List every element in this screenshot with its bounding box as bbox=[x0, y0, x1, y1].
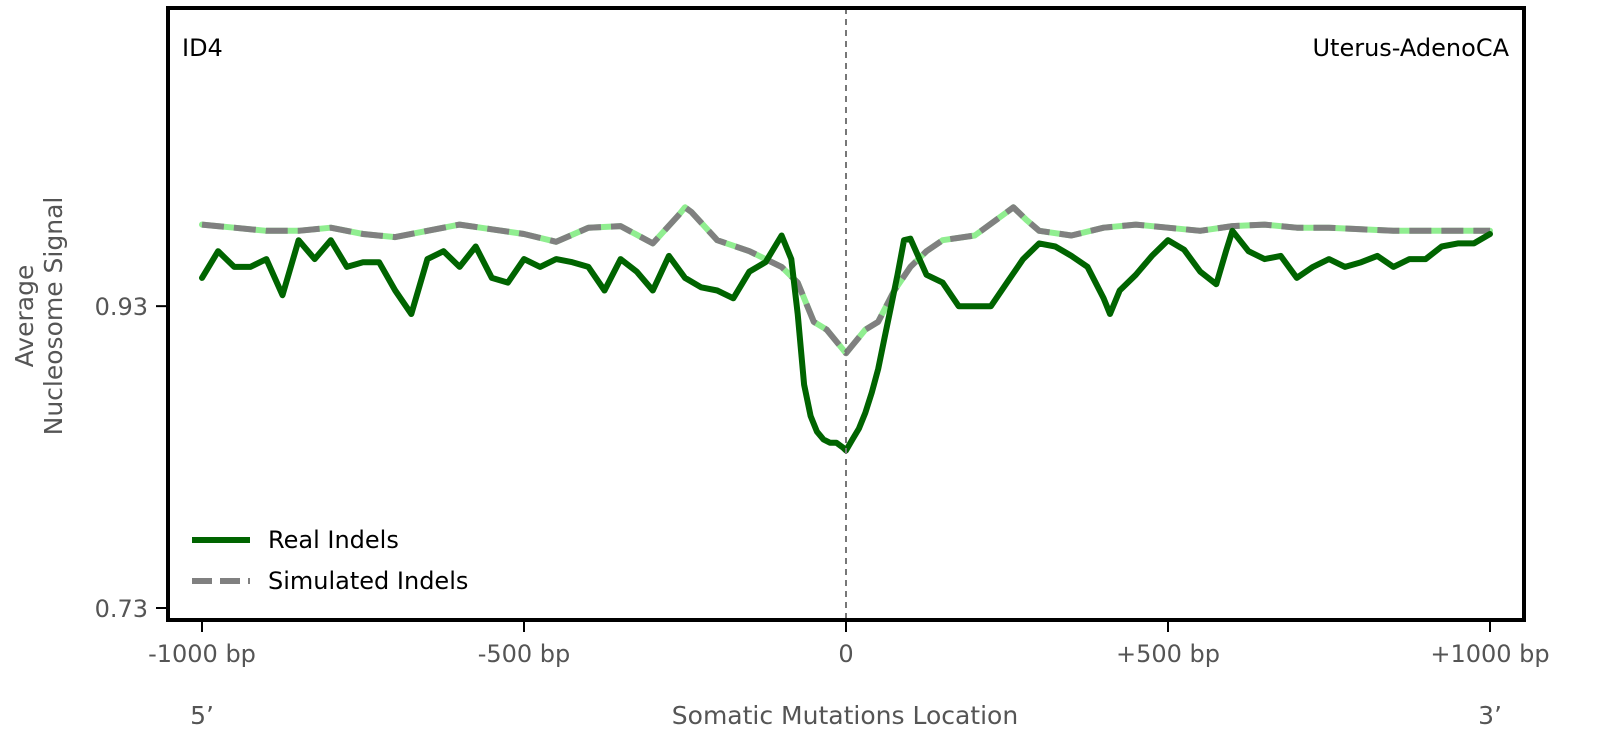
legend-simulated-label: Simulated Indels bbox=[268, 567, 468, 595]
series-simulated-line bbox=[201, 204, 1490, 357]
y-tick-label: 0.93 bbox=[95, 293, 148, 321]
y-axis-ticks: 0.73 0.93 bbox=[95, 293, 166, 623]
x-axis-ticks: -1000 bp -500 bp 0 +500 bp +1000 bp bbox=[148, 622, 1550, 668]
five-prime-label: 5’ bbox=[190, 701, 214, 730]
series-real-line bbox=[199, 227, 1493, 454]
signature-label: ID4 bbox=[182, 34, 223, 62]
x-axis-title: Somatic Mutations Location bbox=[672, 701, 1018, 730]
plot-lines bbox=[199, 204, 1493, 454]
y-axis-title-line2: Nucleosome Signal bbox=[39, 197, 68, 436]
x-tick-label: -1000 bp bbox=[148, 640, 256, 668]
legend: Real Indels Simulated Indels bbox=[192, 526, 468, 595]
y-axis-title-line1: Average bbox=[10, 265, 39, 368]
y-tick-label: 0.73 bbox=[95, 595, 148, 623]
x-tick-label: +500 bp bbox=[1116, 640, 1220, 668]
plot-frame bbox=[166, 6, 1526, 622]
x-tick-label: +1000 bp bbox=[1430, 640, 1549, 668]
cancer-type-label: Uterus-AdenoCA bbox=[1312, 34, 1509, 62]
x-tick-label: 0 bbox=[838, 640, 853, 668]
three-prime-label: 3’ bbox=[1478, 701, 1502, 730]
legend-real-label: Real Indels bbox=[268, 526, 399, 554]
x-tick-label: -500 bp bbox=[478, 640, 571, 668]
